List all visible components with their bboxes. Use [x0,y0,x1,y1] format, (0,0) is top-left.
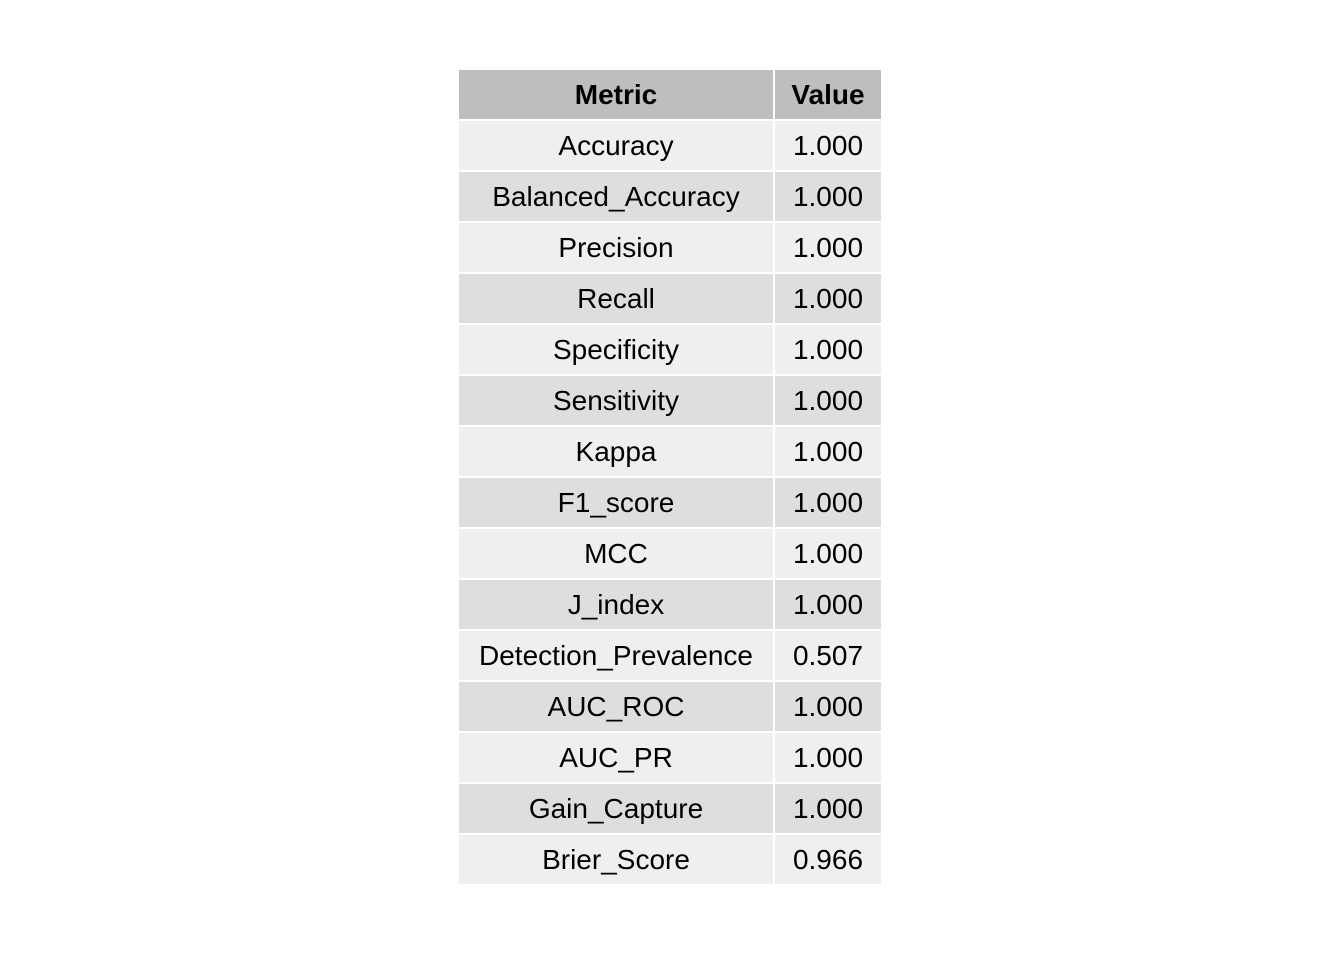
value-cell: 1.000 [775,121,881,170]
value-cell: 1.000 [775,172,881,221]
metric-cell: Accuracy [459,121,773,170]
metric-cell: Recall [459,274,773,323]
table-row: Accuracy 1.000 [459,121,881,170]
table-row: Kappa 1.000 [459,427,881,476]
table-row: AUC_PR 1.000 [459,733,881,782]
metric-cell: Gain_Capture [459,784,773,833]
value-cell: 1.000 [775,682,881,731]
value-cell: 1.000 [775,376,881,425]
metric-cell: Kappa [459,427,773,476]
metric-cell: Precision [459,223,773,272]
metrics-table: Metric Value Accuracy 1.000 Balanced_Accur… [457,68,883,886]
table-row: Precision 1.000 [459,223,881,272]
value-cell: 1.000 [775,529,881,578]
table-row: J_index 1.000 [459,580,881,629]
value-cell: 1.000 [775,325,881,374]
value-cell: 1.000 [775,478,881,527]
metric-cell: J_index [459,580,773,629]
header-row: Metric Value [459,70,881,119]
metric-cell: Brier_Score [459,835,773,884]
table-row: Brier_Score 0.966 [459,835,881,884]
table-row: Detection_Prevalence 0.507 [459,631,881,680]
table-row: Gain_Capture 1.000 [459,784,881,833]
metric-cell: Detection_Prevalence [459,631,773,680]
table-body: Accuracy 1.000 Balanced_Accuracy 1.000 Preci… [459,121,881,884]
value-cell: 0.966 [775,835,881,884]
metric-cell: AUC_ROC [459,682,773,731]
header-value: Value [775,70,881,119]
metric-cell: Specificity [459,325,773,374]
value-cell: 1.000 [775,784,881,833]
table-row: Balanced_Accuracy 1.000 [459,172,881,221]
metric-cell: F1_score [459,478,773,527]
table-row: MCC 1.000 [459,529,881,578]
value-cell: 1.000 [775,223,881,272]
metric-cell: MCC [459,529,773,578]
table-row: Sensitivity 1.000 [459,376,881,425]
metric-cell: AUC_PR [459,733,773,782]
value-cell: 1.000 [775,427,881,476]
table-row: F1_score 1.000 [459,478,881,527]
metric-cell: Sensitivity [459,376,773,425]
metric-cell: Balanced_Accuracy [459,172,773,221]
table-row: AUC_ROC 1.000 [459,682,881,731]
table-row: Specificity 1.000 [459,325,881,374]
value-cell: 1.000 [775,733,881,782]
value-cell: 1.000 [775,274,881,323]
value-cell: 1.000 [775,580,881,629]
table-row: Recall 1.000 [459,274,881,323]
value-cell: 0.507 [775,631,881,680]
header-metric: Metric [459,70,773,119]
